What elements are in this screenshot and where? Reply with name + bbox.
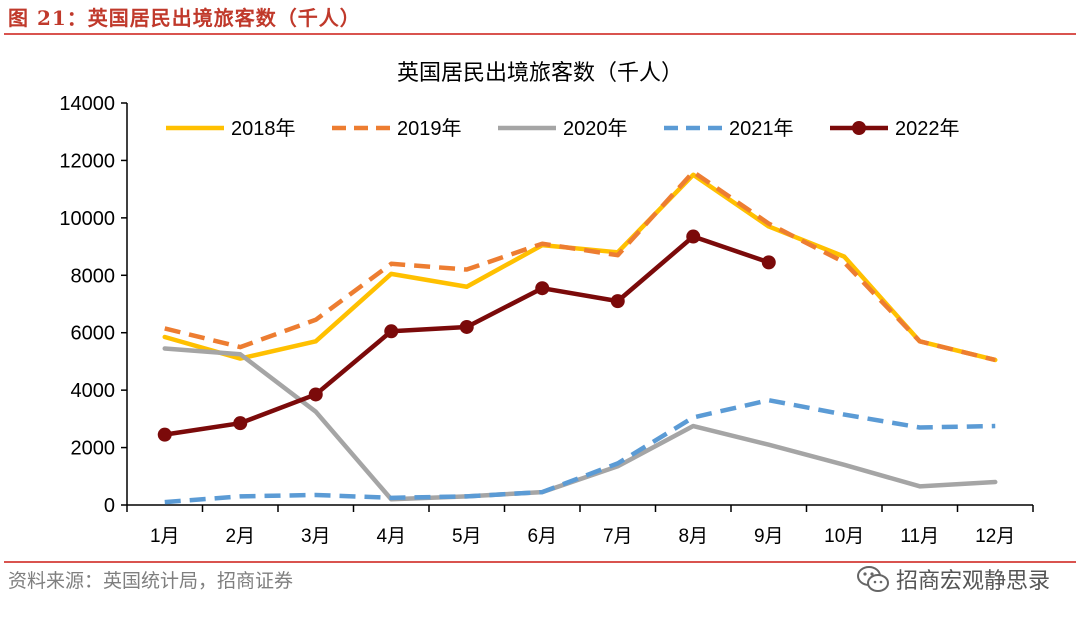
legend-label: 2020年	[563, 117, 628, 140]
series-0	[162, 172, 998, 363]
top-rule	[4, 33, 1076, 35]
series-4	[157, 229, 776, 442]
source-note: 资料来源：英国统计局，招商证券	[8, 570, 294, 592]
y-tick-label: 14000	[59, 93, 115, 115]
y-tick-label: 4000	[71, 380, 116, 402]
data-point	[761, 255, 776, 270]
legend-label: 2022年	[895, 117, 960, 140]
data-point	[233, 416, 248, 431]
y-tick-label: 6000	[71, 323, 116, 345]
bottom-rule	[4, 561, 1076, 563]
series-line	[164, 169, 996, 363]
x-tick-label: 9月	[754, 526, 784, 547]
x-tick-label: 1月	[150, 526, 180, 547]
x-tick-label: 8月	[678, 526, 708, 547]
series-1	[164, 169, 996, 363]
chart-title: 英国居民出境旅客数（千人）	[397, 61, 683, 86]
data-point	[384, 324, 399, 339]
data-point	[157, 427, 172, 442]
legend-entry-0: 2018年	[166, 117, 296, 140]
axes: 0 2000 4000 6000 8000 10000 12000 14000 1月 2月 3月 4月…	[59, 93, 1034, 547]
series-line	[162, 346, 998, 502]
data-point	[610, 294, 625, 309]
legend-entry-2: 2020年	[498, 117, 628, 140]
watermark-text: 招商宏观静思录	[895, 569, 1050, 594]
series-line	[162, 234, 771, 437]
x-tick-label: 5月	[452, 526, 482, 547]
y-tick-label: 2000	[71, 438, 116, 460]
y-tick-label: 0	[104, 495, 115, 517]
legend-marker	[852, 121, 866, 135]
legend-entry-4: 2022年	[830, 117, 960, 140]
legend-label: 2019年	[397, 117, 462, 140]
x-tick-label: 10月	[824, 526, 864, 547]
watermark: 招商宏观静思录	[856, 563, 1050, 595]
y-tick-label: 12000	[59, 150, 115, 172]
line-chart: 英国居民出境旅客数（千人） 0 2000 4000 6000 8000 10000 1200…	[59, 61, 1034, 547]
legend-label: 2021年	[729, 117, 794, 140]
x-tick-label: 12月	[975, 526, 1015, 547]
data-point	[535, 281, 550, 296]
series-layer	[157, 169, 998, 505]
legend-label: 2018年	[231, 117, 296, 140]
y-tick-label: 10000	[59, 208, 115, 230]
data-point	[686, 229, 701, 244]
x-tick-label: 7月	[603, 526, 633, 547]
wechat-icon	[856, 566, 889, 592]
figure-label: 图 21：英国居民出境旅客数（千人）	[8, 6, 361, 30]
series-2	[162, 346, 998, 502]
series-line	[162, 172, 998, 363]
legend-entry-3: 2021年	[664, 117, 794, 140]
x-tick-label: 2月	[225, 526, 255, 547]
data-point	[308, 387, 323, 402]
x-tick-label: 11月	[900, 526, 939, 547]
x-tick-label: 6月	[527, 526, 557, 547]
series-line	[164, 397, 996, 505]
data-point	[459, 319, 474, 334]
x-tick-label: 3月	[301, 526, 331, 547]
x-tick-label: 4月	[376, 526, 406, 547]
legend-entry-1: 2019年	[332, 117, 462, 140]
legend: 2018年 2019年 2020年 2021年 2022年	[166, 117, 960, 140]
series-3	[164, 397, 996, 505]
y-tick-label: 8000	[71, 265, 116, 287]
